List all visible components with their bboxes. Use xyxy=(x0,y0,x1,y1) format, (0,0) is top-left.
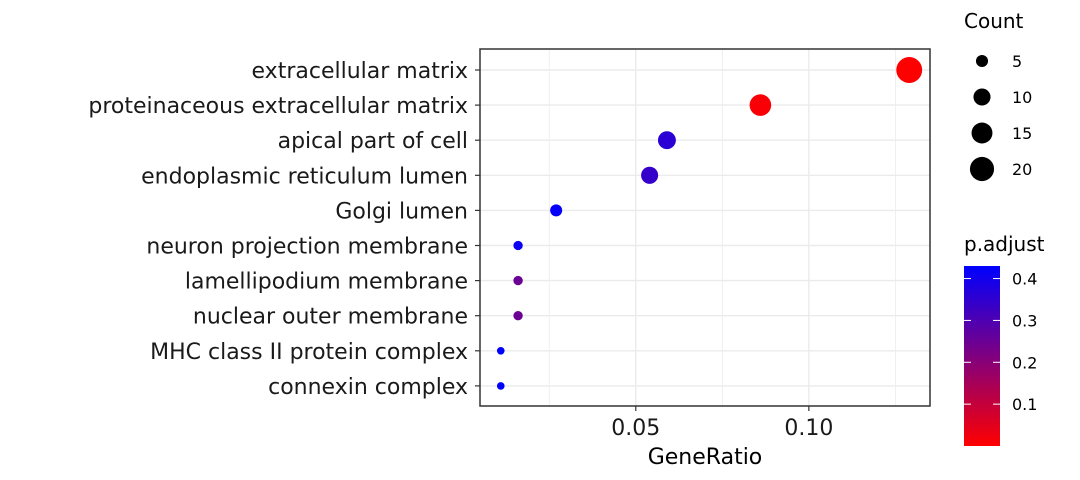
y-tick-label: extracellular matrix xyxy=(252,59,468,84)
data-point xyxy=(513,275,523,286)
p-adjust-tick-label: 0.4 xyxy=(1012,270,1037,289)
y-tick-label: proteinaceous extracellular matrix xyxy=(88,94,468,119)
y-tick-label: neuron projection membrane xyxy=(146,235,468,260)
x-axis-title: GeneRatio xyxy=(648,445,763,470)
data-points xyxy=(496,57,923,390)
x-tick-label: 0.05 xyxy=(611,416,660,441)
data-point xyxy=(513,240,523,251)
count-legend: Count 5 10 15 20 xyxy=(964,9,1032,182)
p-adjust-tick-label: 0.3 xyxy=(1012,311,1037,330)
data-point xyxy=(550,204,563,217)
data-point xyxy=(496,346,505,355)
y-tick-label: connexin complex xyxy=(268,375,468,400)
p-adjust-tick-label: 0.2 xyxy=(1012,353,1037,372)
y-tick-label: lamellipodium membrane xyxy=(185,270,468,295)
data-point xyxy=(749,94,772,116)
data-point xyxy=(641,166,659,184)
count-legend-key xyxy=(969,156,995,182)
p-adjust-legend: p.adjust 0.1 0.2 0.3 0.4 xyxy=(964,232,1045,446)
data-point xyxy=(896,57,923,83)
y-tick-label: apical part of cell xyxy=(278,129,468,154)
data-point xyxy=(657,131,676,150)
count-legend-key xyxy=(973,88,991,106)
count-legend-label: 20 xyxy=(1012,160,1032,179)
panel-background xyxy=(480,49,930,406)
count-legend-title: Count xyxy=(964,9,1024,33)
y-tick-label: endoplasmic reticulum lumen xyxy=(141,164,468,189)
p-adjust-legend-title: p.adjust xyxy=(964,232,1045,256)
p-adjust-tick-label: 0.1 xyxy=(1012,395,1037,414)
x-tick-label: 0.10 xyxy=(784,416,833,441)
data-point xyxy=(496,382,505,390)
count-legend-key xyxy=(975,54,989,68)
data-point xyxy=(513,311,523,321)
y-tick-label: MHC class II protein complex xyxy=(150,340,468,365)
count-legend-label: 10 xyxy=(1012,88,1032,107)
count-legend-key xyxy=(971,122,993,144)
panel-border xyxy=(479,48,931,407)
panel-grid xyxy=(480,49,930,406)
p-adjust-colorbar xyxy=(964,266,1000,446)
y-tick-label: Golgi lumen xyxy=(335,199,468,224)
y-tick-label: nuclear outer membrane xyxy=(193,305,468,330)
y-axis-labels: extracellular matrix proteinaceous extrac… xyxy=(88,59,480,400)
count-legend-label: 15 xyxy=(1012,124,1032,143)
x-axis-ticks: 0.05 0.10 xyxy=(611,406,833,441)
count-legend-label: 5 xyxy=(1012,52,1022,71)
